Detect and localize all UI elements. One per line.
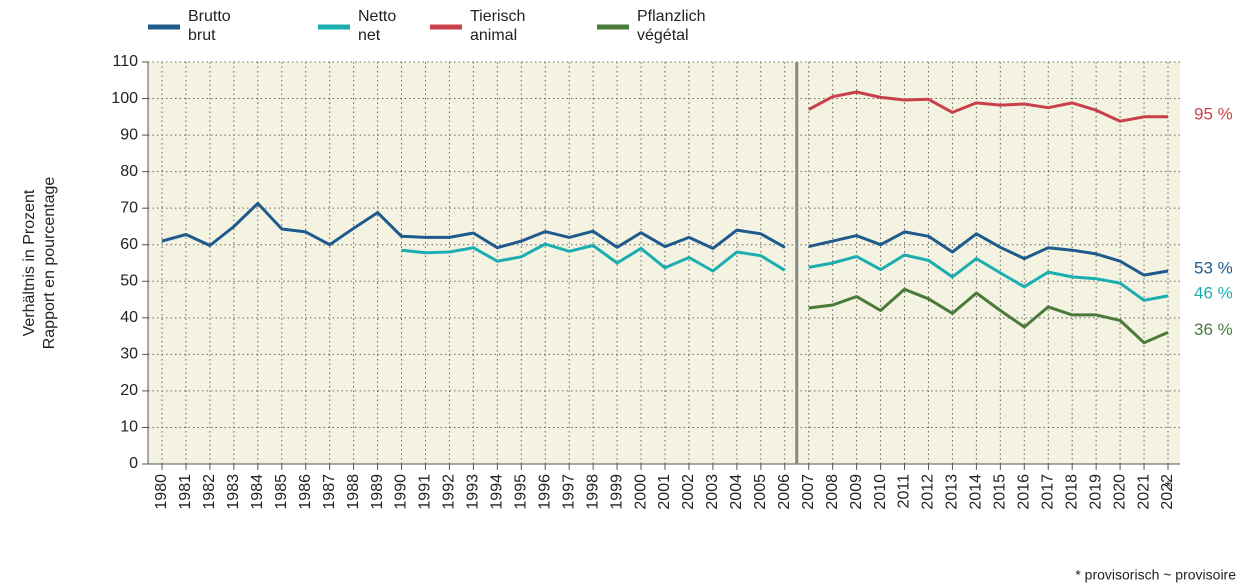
x-tick-label: 2018 (1063, 474, 1080, 510)
x-tick-label: 1995 (513, 474, 530, 510)
y-tick-label: 50 (120, 272, 138, 289)
x-tick-label: 2022 (1159, 474, 1176, 510)
legend-label: Tierisch (470, 8, 525, 25)
y-tick-label: 60 (120, 236, 138, 253)
legend-label: Brutto (188, 8, 231, 25)
y-tick-label: 90 (120, 126, 138, 143)
x-tick-label: 2014 (968, 474, 985, 510)
end-label: 53 % (1194, 259, 1233, 278)
x-tick-label: 1990 (393, 474, 410, 510)
x-tick-label: 2001 (656, 474, 673, 510)
x-tick-label: 1983 (225, 474, 242, 510)
x-tick-label: 2016 (1016, 474, 1033, 510)
x-tick-label: 2006 (776, 474, 793, 510)
x-tick-label: 2013 (944, 474, 961, 510)
x-tick-label: 2002 (680, 474, 697, 510)
x-tick-label: 2009 (848, 474, 865, 510)
x-tick-label: 1982 (201, 474, 218, 510)
y-tick-label: 70 (120, 199, 138, 216)
x-tick-label: 2004 (728, 474, 745, 510)
x-tick-label: 2000 (632, 474, 649, 510)
plot-background (148, 62, 1180, 464)
legend-label: végétal (637, 27, 689, 44)
x-tick-label: 2021 (1135, 474, 1152, 510)
x-tick-label: 1980 (153, 474, 170, 510)
y-tick-label: 0 (129, 455, 138, 472)
x-tick-label: 2007 (800, 474, 817, 510)
x-tick-label: 2011 (896, 474, 913, 509)
x-tick-label: 1985 (273, 474, 290, 510)
x-tick-label: 1999 (608, 474, 625, 510)
x-tick-label: 2003 (704, 474, 721, 510)
end-label: 95 % (1194, 104, 1233, 123)
x-tick-label: 1989 (369, 474, 386, 510)
x-tick-label: 1986 (297, 474, 314, 510)
y-tick-label: 10 (120, 419, 138, 436)
x-tick-label: 1981 (177, 474, 194, 510)
x-tick-label: 1996 (536, 474, 553, 510)
y-tick-label: 100 (111, 90, 138, 107)
x-tick-label: 2020 (1111, 474, 1128, 510)
x-tick-label: 1998 (584, 474, 601, 510)
legend-label: animal (470, 27, 517, 44)
y-tick-label: 40 (120, 309, 138, 326)
legend-label: Pflanzlich (637, 8, 705, 25)
legend-label: net (358, 27, 381, 44)
x-tick-label: 2019 (1087, 474, 1104, 510)
footnote: * provisorisch ~ provisoire (1075, 567, 1236, 583)
legend-label: brut (188, 27, 216, 44)
x-tick-label: 2012 (920, 474, 937, 510)
y-axis-label-line: Rapport en pourcentage (41, 177, 58, 350)
x-tick-label: 1997 (560, 474, 577, 510)
y-axis-label-line: Verhältnis in Prozent (21, 189, 38, 336)
y-tick-label: 110 (112, 53, 138, 70)
x-tick-label: 2005 (752, 474, 769, 510)
x-tick-label: 1988 (345, 474, 362, 510)
series-line (808, 287, 1169, 345)
series-line (401, 242, 1169, 302)
x-tick-label: 1987 (321, 474, 338, 510)
x-tick-label: 1991 (417, 474, 434, 510)
legend-label: Netto (358, 8, 396, 25)
y-axis-label: Verhältnis in Prozent Rapport en pourcent… (21, 177, 58, 350)
provisional-mark: * (1165, 479, 1171, 496)
series-line (807, 90, 1168, 123)
y-tick-label: 20 (120, 382, 138, 399)
x-tick-label: 2010 (872, 474, 889, 510)
x-tick-label: 2017 (1039, 474, 1056, 510)
x-tick-label: 1992 (441, 474, 458, 510)
end-label: 36 % (1194, 320, 1233, 339)
x-tick-label: 2008 (824, 474, 841, 510)
x-tick-label: 1994 (489, 474, 506, 510)
y-tick-label: 80 (120, 163, 138, 180)
x-tick-label: 1984 (249, 474, 266, 510)
end-label: 46 % (1194, 283, 1233, 302)
series-line (161, 201, 1169, 277)
x-tick-label: 1993 (465, 474, 482, 510)
x-tick-label: 2015 (992, 474, 1009, 510)
y-tick-label: 30 (120, 346, 138, 363)
